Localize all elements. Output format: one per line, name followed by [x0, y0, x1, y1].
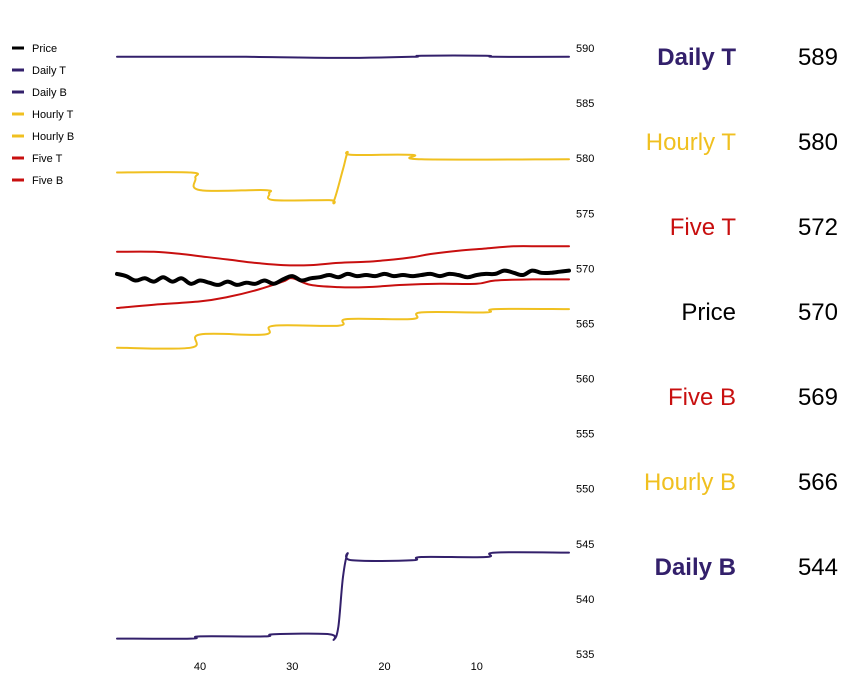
summary-value: 572	[798, 214, 838, 241]
summary-label: Five B	[668, 384, 736, 411]
summary-row-five-t: Five T 572	[670, 214, 838, 241]
level-summary-panel: Daily T 589 Hourly T 580 Five T 572 Price 570 Fi…	[644, 44, 838, 581]
summary-row-five-b: Five B 569	[668, 384, 838, 411]
legend-label: Price	[32, 43, 57, 55]
summary-value: 544	[798, 554, 838, 581]
series-line-five-b	[116, 277, 570, 309]
summary-row-daily-t: Daily T 589	[657, 44, 838, 71]
y-tick-label: 560	[576, 374, 594, 386]
summary-label: Hourly B	[644, 469, 736, 496]
summary-label: Daily T	[657, 44, 736, 71]
summary-row-daily-b: Daily B 544	[655, 554, 838, 581]
legend-label: Daily B	[32, 87, 67, 99]
legend-item-daily-b: Daily B	[12, 87, 67, 99]
legend-label: Five T	[32, 153, 63, 165]
legend-label: Daily T	[32, 65, 66, 77]
x-tick-label: 30	[286, 661, 298, 673]
y-tick-label: 590	[576, 43, 594, 55]
summary-label: Price	[681, 299, 736, 326]
series-line-hourly-b	[116, 307, 570, 350]
series-layer	[115, 54, 571, 641]
y-axis-ticks: 590 585 580 575 570 565 560 555 550 545 540 535	[576, 43, 594, 661]
legend-label: Five B	[32, 175, 63, 187]
legend-item-five-t: Five T	[12, 153, 63, 165]
series-line-daily-t	[116, 54, 570, 59]
y-tick-label: 555	[576, 429, 594, 441]
y-tick-label: 585	[576, 98, 594, 110]
summary-label: Daily B	[655, 554, 736, 581]
x-tick-label: 20	[378, 661, 390, 673]
summary-value: 589	[798, 44, 838, 71]
summary-label: Five T	[670, 214, 737, 241]
series-line-hourly-t	[116, 150, 570, 205]
y-tick-label: 580	[576, 153, 594, 165]
legend-item-price: Price	[12, 43, 57, 55]
legend-label: Hourly B	[32, 131, 74, 143]
legend-item-hourly-b: Hourly B	[12, 131, 74, 143]
series-line-daily-b	[116, 551, 570, 641]
summary-label: Hourly T	[646, 129, 737, 156]
summary-value: 580	[798, 129, 838, 156]
legend-item-five-b: Five B	[12, 175, 63, 187]
y-tick-label: 575	[576, 208, 594, 220]
legend-item-hourly-t: Hourly T	[12, 109, 74, 121]
legend-item-daily-t: Daily T	[12, 65, 66, 77]
x-tick-label: 40	[194, 661, 206, 673]
summary-value: 566	[798, 469, 838, 496]
legend: Price Daily T Daily B Hourly T Hourly B Five …	[12, 43, 74, 187]
y-tick-label: 565	[576, 318, 594, 330]
summary-row-price: Price 570	[681, 299, 838, 326]
y-tick-label: 570	[576, 263, 594, 275]
x-tick-label: 10	[471, 661, 483, 673]
y-tick-label: 545	[576, 539, 594, 551]
summary-value: 569	[798, 384, 838, 411]
y-tick-label: 535	[576, 649, 594, 661]
legend-label: Hourly T	[32, 109, 74, 121]
summary-value: 570	[798, 299, 838, 326]
x-axis-ticks: 40 30 20 10	[194, 661, 483, 673]
summary-row-hourly-b: Hourly B 566	[644, 469, 838, 496]
series-line-price	[115, 268, 571, 287]
summary-row-hourly-t: Hourly T 580	[646, 129, 838, 156]
y-tick-label: 550	[576, 484, 594, 496]
series-line-five-t	[116, 245, 570, 267]
y-tick-label: 540	[576, 594, 594, 606]
